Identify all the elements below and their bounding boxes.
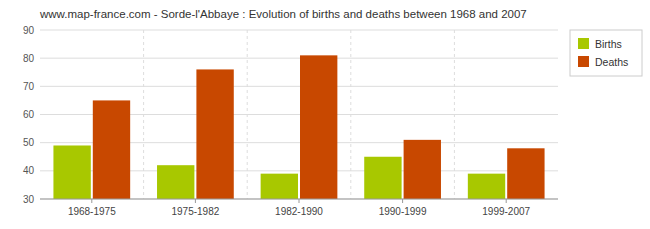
legend-swatch bbox=[578, 56, 589, 67]
y-tick-label: 80 bbox=[23, 53, 35, 64]
x-tick-label: 1990-1999 bbox=[379, 206, 427, 217]
y-tick-label: 70 bbox=[23, 81, 35, 92]
x-tick-label: 1982-1990 bbox=[275, 206, 323, 217]
x-tick bbox=[299, 199, 300, 203]
bar bbox=[364, 157, 401, 199]
legend: Births Deaths bbox=[570, 30, 642, 76]
y-tick-label: 90 bbox=[23, 25, 35, 36]
x-tick bbox=[91, 199, 92, 203]
chart: www.map-france.com - Sorde-l'Abbaye : Ev… bbox=[0, 0, 650, 229]
group-separator bbox=[454, 30, 455, 199]
x-tick-label: 1999-2007 bbox=[482, 206, 530, 217]
grid-line bbox=[40, 58, 558, 59]
x-tick bbox=[506, 199, 507, 203]
y-tick-label: 60 bbox=[23, 109, 35, 120]
legend-label: Deaths bbox=[595, 56, 628, 68]
bars bbox=[53, 55, 544, 199]
group-separator bbox=[143, 30, 144, 199]
bar bbox=[507, 148, 544, 199]
y-tick-label: 50 bbox=[23, 137, 35, 148]
bar bbox=[93, 100, 130, 199]
y-tick-label: 30 bbox=[23, 194, 35, 205]
group-separator bbox=[247, 30, 248, 199]
grid-line bbox=[40, 86, 558, 87]
bar bbox=[157, 165, 194, 199]
legend-frame bbox=[570, 30, 642, 76]
group-separator bbox=[350, 30, 351, 199]
x-tick-label: 1975-1982 bbox=[171, 206, 219, 217]
bar bbox=[404, 140, 441, 199]
bar bbox=[53, 145, 90, 199]
legend-label: Births bbox=[595, 38, 622, 50]
bar bbox=[300, 55, 337, 199]
grid-line bbox=[40, 30, 558, 31]
bar bbox=[261, 174, 298, 199]
title: www.map-france.com - Sorde-l'Abbaye : Ev… bbox=[39, 8, 527, 20]
legend-swatch bbox=[578, 38, 589, 49]
x-tick bbox=[195, 199, 196, 203]
x-tick bbox=[402, 199, 403, 203]
bar bbox=[196, 69, 233, 199]
bar bbox=[468, 174, 505, 199]
y-tick-label: 40 bbox=[23, 165, 35, 176]
x-tick-label: 1968-1975 bbox=[68, 206, 116, 217]
